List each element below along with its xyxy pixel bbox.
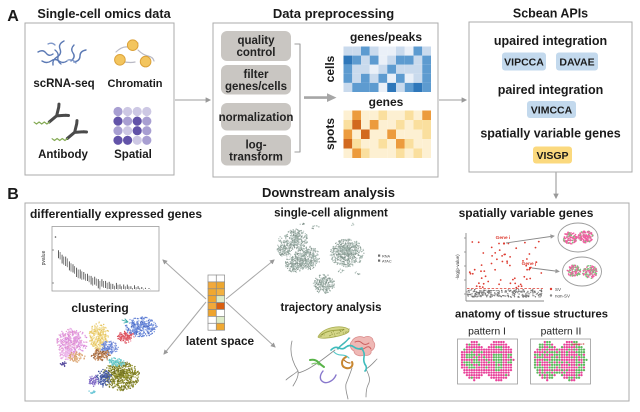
svg-text:trajectory analysis: trajectory analysis <box>280 302 381 314</box>
svg-text:spots: spots <box>323 118 337 150</box>
svg-text:spatially variable genes: spatially variable genes <box>459 206 594 220</box>
svg-text:DAVAE: DAVAE <box>559 57 594 69</box>
svg-text:scRNA-seq: scRNA-seq <box>33 78 94 90</box>
svg-text:quality: quality <box>237 35 275 47</box>
svg-text:cells: cells <box>323 55 337 82</box>
svg-text:paired integration: paired integration <box>498 83 604 97</box>
svg-text:Single-cell omics data: Single-cell omics data <box>37 7 171 21</box>
svg-text:latent space: latent space <box>186 334 255 348</box>
svg-text:differentially expressed genes: differentially expressed genes <box>30 207 202 221</box>
svg-text:Gene i: Gene i <box>496 235 511 241</box>
svg-text:genes/peaks: genes/peaks <box>350 30 422 44</box>
svg-text:SV: SV <box>555 287 561 292</box>
svg-text:VIMCCA: VIMCCA <box>531 105 573 117</box>
svg-text:genes/cells: genes/cells <box>225 81 287 93</box>
svg-text:-log(p-value): -log(p-value) <box>455 254 460 280</box>
svg-text:filter: filter <box>244 69 269 81</box>
svg-text:single-cell alignment: single-cell alignment <box>274 208 388 220</box>
svg-text:control: control <box>237 47 276 59</box>
svg-text:Downstream analysis: Downstream analysis <box>262 185 395 200</box>
svg-text:Scbean APIs: Scbean APIs <box>513 7 588 21</box>
svg-text:B: B <box>7 186 19 203</box>
svg-text:Spatial: Spatial <box>114 149 152 161</box>
svg-text:non-SV: non-SV <box>555 294 570 299</box>
svg-text:RNA: RNA <box>382 255 390 259</box>
svg-text:pvalue: pvalue <box>41 250 47 265</box>
svg-text:transform: transform <box>229 151 283 163</box>
svg-text:spatially variable genes: spatially variable genes <box>480 127 620 141</box>
svg-text:log-: log- <box>245 139 266 151</box>
svg-text:Chromatin: Chromatin <box>108 78 163 90</box>
svg-text:clustering: clustering <box>71 301 128 315</box>
svg-text:upaired integration: upaired integration <box>494 34 607 48</box>
svg-text:VISGP: VISGP <box>536 150 568 162</box>
svg-text:ATAC: ATAC <box>382 260 392 264</box>
svg-text:A: A <box>7 8 19 25</box>
svg-text:Antibody: Antibody <box>38 149 88 161</box>
svg-text:VIPCCA: VIPCCA <box>504 57 544 69</box>
svg-text:normalization: normalization <box>219 112 294 124</box>
svg-text:Data preprocessing: Data preprocessing <box>273 6 394 21</box>
svg-text:Gene j: Gene j <box>522 261 537 267</box>
svg-text:genes: genes <box>369 95 404 109</box>
